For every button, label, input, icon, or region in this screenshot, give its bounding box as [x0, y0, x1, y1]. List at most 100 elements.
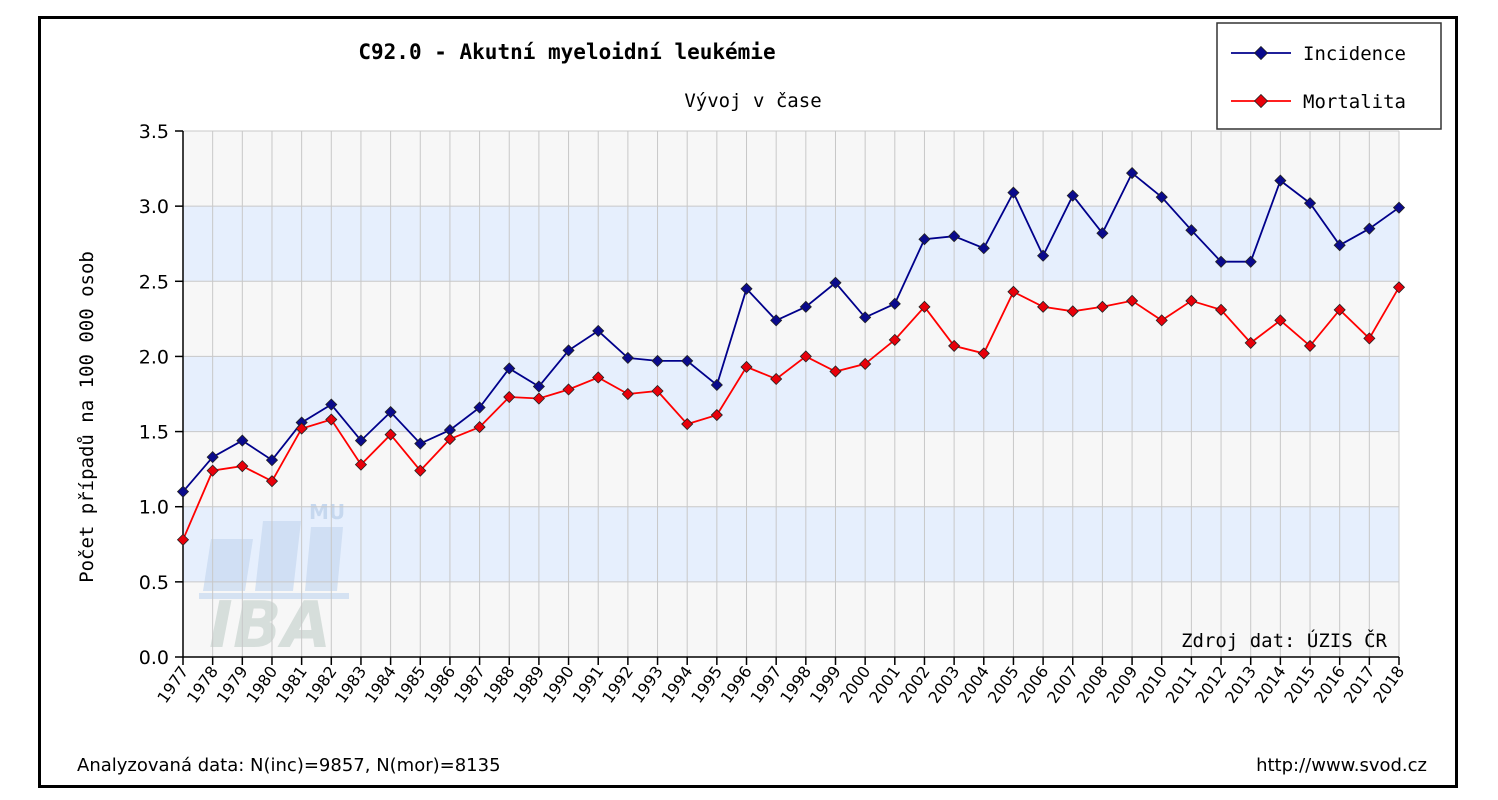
data-point [1363, 332, 1376, 345]
x-tick-label: 2013 [1221, 662, 1260, 706]
x-tick-label: 2003 [924, 662, 963, 706]
data-point [206, 451, 219, 464]
data-point [1007, 285, 1020, 298]
data-point [503, 390, 516, 404]
x-tick-label: 1999 [806, 662, 845, 706]
data-point [1066, 305, 1079, 318]
data-point [1392, 201, 1406, 214]
chart-frame: MU IBA 0.0 0.5 1.0 1.5 2.0 2.5 3.0 3.5 1977 1978 1… [38, 16, 1458, 788]
x-tick-label: 1987 [450, 662, 489, 706]
x-tick-label: 1990 [539, 662, 578, 706]
data-point [265, 475, 279, 488]
data-point [918, 233, 931, 246]
x-tick-label: 2014 [1251, 662, 1290, 706]
data-point [1214, 303, 1228, 316]
legend: Incidence Mortalita [1216, 22, 1442, 130]
watermark-main: IBA [209, 589, 331, 663]
data-point [236, 460, 249, 473]
data-point [1303, 197, 1317, 210]
data-point [384, 405, 397, 419]
y-band [183, 506, 1399, 582]
data-point [325, 413, 338, 426]
x-tick-label: 2009 [1102, 662, 1141, 706]
x-tick-label: 1996 [717, 662, 756, 706]
footer-url: http://www.svod.cz [1256, 755, 1427, 776]
data-point [977, 347, 990, 360]
series-line [182, 171, 1400, 493]
data-point [888, 333, 901, 346]
data-point [1185, 294, 1198, 307]
data-point [473, 420, 486, 434]
x-tick-label: 2002 [895, 662, 934, 706]
data-point [621, 351, 634, 364]
data-point [1244, 255, 1257, 268]
y-axis-label: Počet případů na 100 000 osob [76, 251, 98, 583]
x-tick-label: 2012 [1191, 662, 1230, 706]
data-point [325, 398, 338, 411]
data-point [1363, 222, 1376, 235]
legend-label-incidence: Incidence [1303, 43, 1406, 65]
y-tick-label: 3.5 [139, 121, 169, 143]
data-point [1126, 167, 1139, 180]
y-tick-label: 1.0 [139, 497, 169, 519]
series [176, 167, 1406, 546]
data-point [236, 434, 249, 447]
x-tick-label: 2015 [1280, 662, 1319, 706]
y-band [183, 206, 1399, 282]
x-tick-label: 2001 [865, 662, 904, 706]
iba-mu-watermark-logo: MU IBA [199, 500, 349, 663]
data-point [1066, 189, 1079, 202]
data-point [1007, 186, 1020, 199]
data-point [265, 454, 279, 467]
x-tick-label: 2008 [1073, 662, 1112, 706]
chart-subtitle: Vývoj v čase [684, 90, 821, 112]
y-tick-label: 0.5 [139, 572, 169, 594]
x-tick-label: 1981 [272, 662, 311, 706]
data-point [1155, 191, 1168, 204]
data-point [948, 339, 961, 352]
data-point [473, 401, 486, 414]
data-point [829, 276, 842, 289]
line-chart: MU IBA 0.00.51.01.52.02.53.03.5197719781… [76, 22, 1442, 776]
data-point [1333, 303, 1346, 316]
x-tick-label: 2007 [1043, 662, 1082, 706]
x-tick-label: 1988 [480, 662, 519, 706]
source-note: Zdroj dat: ÚZIS ČR [1181, 628, 1387, 652]
data-point [1096, 227, 1109, 240]
data-point [977, 242, 990, 255]
data-point [681, 417, 694, 431]
data-point [503, 362, 516, 375]
data-point [621, 387, 634, 401]
data-point [1303, 339, 1317, 352]
x-tick-label: 1995 [687, 662, 726, 706]
data-point [414, 437, 427, 450]
data-point [1214, 255, 1228, 268]
x-tick-label: 1997 [747, 662, 786, 706]
data-point [710, 378, 723, 392]
x-tick-label: 2006 [1013, 662, 1052, 706]
series-mortalita [176, 281, 1406, 546]
series-line [182, 286, 1400, 541]
legend-marker-incidence [1253, 45, 1269, 61]
x-tick-label: 2018 [1369, 662, 1408, 706]
x-tick-label: 1992 [598, 662, 637, 706]
data-point [532, 380, 545, 393]
data-point [1096, 300, 1109, 313]
y-tick-label: 0.0 [139, 647, 169, 669]
plot-background [183, 131, 1399, 657]
data-point [1185, 224, 1198, 237]
data-point [384, 428, 397, 441]
x-tick-label: 2016 [1310, 662, 1349, 706]
y-tick-label: 2.5 [139, 271, 169, 293]
x-tick-label: 1991 [569, 662, 608, 706]
x-tick-label: 2017 [1340, 662, 1379, 706]
data-point [1244, 336, 1257, 349]
data-point [532, 392, 545, 405]
data-point [1155, 314, 1168, 327]
data-point [176, 533, 190, 546]
data-point [888, 297, 901, 310]
x-tick-label: 1978 [183, 662, 222, 706]
footer-analyzed-data: Analyzovaná data: N(inc)=9857, N(mor)=81… [77, 755, 501, 776]
x-tick-label: 1982 [302, 662, 341, 706]
data-point [1126, 294, 1139, 307]
